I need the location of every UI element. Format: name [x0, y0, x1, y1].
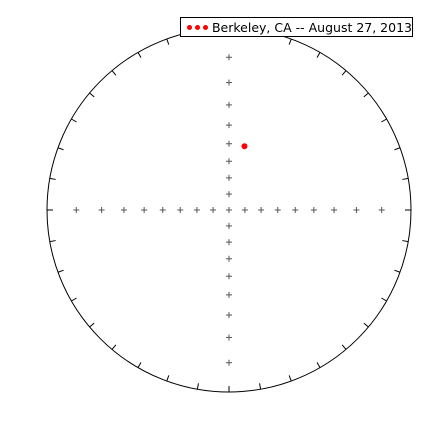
circle-tick [166, 375, 170, 382]
circle-tick [71, 297, 77, 302]
circle-tick [288, 38, 292, 45]
circle-tick [402, 177, 409, 180]
circle-tick [111, 344, 117, 350]
circle-tick [316, 52, 321, 58]
circle-tick [381, 297, 387, 302]
circle-tick [57, 269, 64, 273]
circle-tick [288, 375, 292, 382]
circle-tick [363, 322, 369, 328]
circle-tick [166, 38, 170, 45]
legend-label: Berkeley, CA -- August 27, 2013 [211, 19, 412, 35]
circle-tick [57, 147, 64, 151]
circle-tick [394, 147, 401, 151]
legend-marker [181, 18, 212, 36]
circle-tick [341, 344, 347, 350]
legend: Berkeley, CA -- August 27, 2013 [180, 17, 413, 37]
circle-tick [71, 118, 77, 123]
circle-tick [402, 240, 409, 243]
circle-tick [381, 118, 387, 123]
data-points [241, 143, 248, 150]
circle-tick [137, 52, 142, 58]
circle-tick [49, 240, 56, 243]
circle-tick [363, 92, 369, 98]
circle-tick [137, 362, 142, 368]
circle-tick [89, 322, 95, 328]
circle-tick [341, 70, 347, 76]
circle-tick [89, 92, 95, 98]
circle-tick [316, 362, 321, 368]
circle-tick [111, 70, 117, 76]
axis-crosses [47, 54, 411, 366]
circle-tick [196, 383, 199, 390]
circle-tick [394, 269, 401, 273]
circle-tick [49, 177, 56, 180]
data-point [241, 143, 248, 150]
circle-tick [259, 383, 262, 390]
